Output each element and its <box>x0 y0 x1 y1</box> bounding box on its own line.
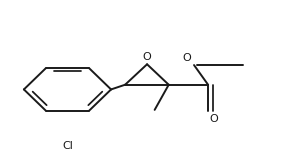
Text: Cl: Cl <box>62 140 73 151</box>
Text: O: O <box>182 53 191 63</box>
Text: O: O <box>143 52 151 62</box>
Text: O: O <box>209 114 218 124</box>
